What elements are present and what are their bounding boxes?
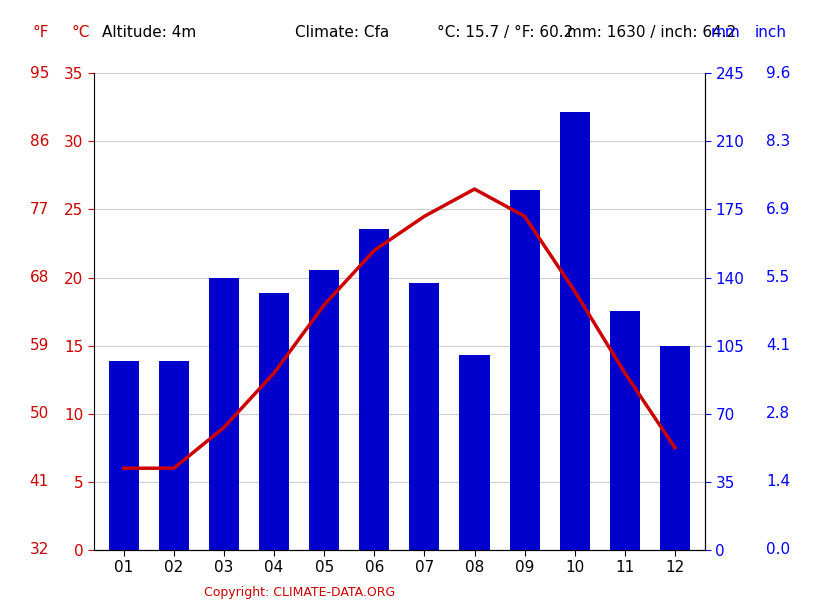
Bar bbox=[108, 361, 139, 550]
Bar bbox=[409, 284, 439, 550]
Text: °C: 15.7 / °F: 60.2: °C: 15.7 / °F: 60.2 bbox=[437, 24, 574, 40]
Bar bbox=[610, 310, 640, 550]
Bar bbox=[509, 190, 540, 550]
Text: Copyright: CLIMATE-DATA.ORG: Copyright: CLIMATE-DATA.ORG bbox=[204, 586, 395, 599]
Text: 0.0: 0.0 bbox=[766, 543, 791, 557]
Text: 8.3: 8.3 bbox=[766, 134, 791, 149]
Text: 1.4: 1.4 bbox=[766, 474, 791, 489]
Text: Climate: Cfa: Climate: Cfa bbox=[295, 24, 390, 40]
Text: Altitude: 4m: Altitude: 4m bbox=[102, 24, 196, 40]
Bar bbox=[460, 356, 490, 550]
Text: 2.8: 2.8 bbox=[766, 406, 791, 421]
Text: 77: 77 bbox=[29, 202, 49, 217]
Bar bbox=[560, 112, 590, 550]
Bar bbox=[309, 270, 339, 550]
Text: mm: 1630 / inch: 64.2: mm: 1630 / inch: 64.2 bbox=[567, 24, 737, 40]
Text: 59: 59 bbox=[29, 338, 49, 353]
Text: °C: °C bbox=[71, 24, 90, 40]
Text: inch: inch bbox=[754, 24, 786, 40]
Text: 32: 32 bbox=[29, 543, 49, 557]
Text: 41: 41 bbox=[29, 474, 49, 489]
Text: 9.6: 9.6 bbox=[766, 66, 791, 81]
Text: mm: mm bbox=[711, 24, 740, 40]
Text: 86: 86 bbox=[29, 134, 49, 149]
Text: 6.9: 6.9 bbox=[766, 202, 791, 217]
Bar bbox=[159, 361, 189, 550]
Text: °F: °F bbox=[33, 24, 49, 40]
Bar bbox=[359, 229, 390, 550]
Bar bbox=[209, 277, 239, 550]
Text: 5.5: 5.5 bbox=[766, 270, 791, 285]
Text: 4.1: 4.1 bbox=[766, 338, 791, 353]
Bar bbox=[259, 293, 289, 550]
Text: 68: 68 bbox=[29, 270, 49, 285]
Bar bbox=[660, 346, 690, 550]
Text: 95: 95 bbox=[29, 66, 49, 81]
Text: 50: 50 bbox=[29, 406, 49, 421]
